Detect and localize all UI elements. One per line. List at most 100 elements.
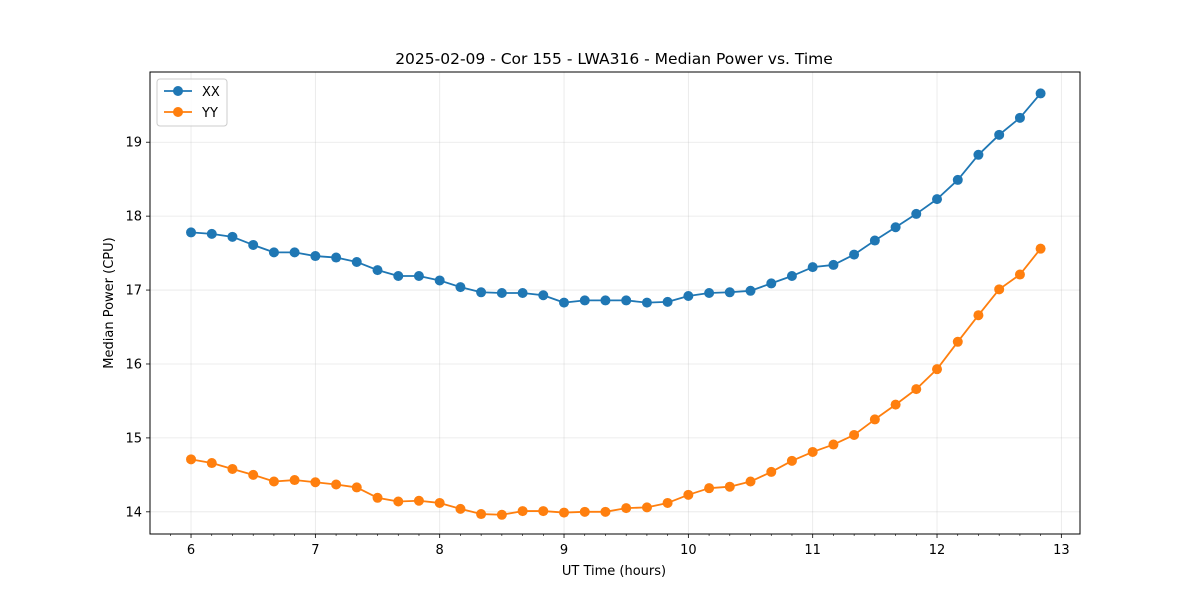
y-tick-label: 15 [125, 431, 142, 446]
data-point-xx [621, 295, 632, 306]
data-point-yy [434, 497, 445, 508]
data-point-xx [538, 290, 549, 301]
series-xx [186, 88, 1046, 308]
x-tick-label: 10 [680, 543, 697, 558]
data-point-yy [393, 496, 404, 507]
data-point-xx [496, 288, 507, 299]
legend-label-yy: YY [201, 106, 218, 121]
data-point-yy [496, 509, 507, 520]
data-point-xx [683, 290, 694, 301]
data-point-yy [890, 399, 901, 410]
data-point-xx [413, 271, 424, 282]
data-point-xx [973, 149, 984, 160]
data-point-yy [952, 336, 963, 347]
x-tick-label: 12 [929, 543, 946, 558]
data-point-yy [724, 481, 735, 492]
data-point-xx [517, 288, 528, 299]
data-point-xx [724, 287, 735, 298]
data-point-yy [766, 466, 777, 477]
chart-title: 2025-02-09 - Cor 155 - LWA316 - Median P… [395, 50, 833, 68]
legend-label-xx: XX [202, 85, 220, 100]
data-point-yy [849, 429, 860, 440]
data-point-xx [704, 288, 715, 299]
data-point-yy [206, 458, 217, 469]
data-point-xx [994, 129, 1005, 140]
data-point-xx [1035, 88, 1046, 99]
data-point-xx [579, 295, 590, 306]
data-point-xx [289, 247, 300, 258]
data-point-xx [662, 296, 673, 307]
data-point-xx [932, 194, 943, 205]
data-point-xx [372, 265, 383, 276]
data-point-xx [455, 282, 466, 293]
data-point-yy [621, 503, 632, 514]
data-point-yy [828, 439, 839, 450]
data-point-xx [206, 228, 217, 239]
data-point-xx [351, 256, 362, 267]
data-point-yy [683, 489, 694, 500]
data-point-yy [994, 284, 1005, 295]
data-point-xx [766, 278, 777, 289]
grid [150, 72, 1080, 534]
data-point-xx [807, 262, 818, 273]
data-point-xx [849, 249, 860, 260]
data-point-xx [248, 239, 259, 250]
data-point-yy [1035, 243, 1046, 254]
data-point-yy [786, 455, 797, 466]
data-point-yy [310, 477, 321, 488]
x-tick-label: 8 [436, 543, 444, 558]
x-tick-label: 9 [560, 543, 568, 558]
data-point-yy [745, 476, 756, 487]
data-point-xx [227, 231, 238, 242]
data-point-xx [890, 222, 901, 233]
data-point-xx [641, 297, 652, 308]
data-point-xx [911, 208, 922, 219]
x-tick-label: 11 [804, 543, 821, 558]
data-point-yy [186, 454, 197, 465]
data-point-yy [331, 479, 342, 490]
axes: 6 7 8 9 10 11 12 13 14 15 16 17 18 19 [125, 136, 1069, 558]
data-point-yy [351, 482, 362, 493]
data-point-yy [973, 310, 984, 321]
data-point-xx [952, 174, 963, 185]
x-tick-label: 7 [311, 543, 319, 558]
data-point-xx [393, 271, 404, 282]
series-yy [186, 243, 1046, 520]
data-point-yy [227, 463, 238, 474]
data-point-xx [745, 285, 756, 296]
plot-frame [149, 71, 1081, 535]
data-point-xx [559, 297, 570, 308]
data-point-xx [186, 227, 197, 238]
y-tick-label: 18 [125, 210, 142, 225]
legend: XX YY [156, 78, 228, 127]
data-point-xx [786, 271, 797, 282]
legend-marker-yy [173, 107, 183, 117]
data-point-xx [310, 251, 321, 262]
data-point-xx [476, 287, 487, 298]
data-point-yy [372, 492, 383, 503]
data-point-yy [517, 506, 528, 517]
data-point-yy [869, 414, 880, 425]
data-point-yy [268, 476, 279, 487]
data-point-xx [331, 252, 342, 263]
data-point-xx [434, 275, 445, 286]
data-point-yy [579, 506, 590, 517]
data-point-xx [600, 295, 611, 306]
data-point-yy [289, 475, 300, 486]
x-axis-label: UT Time (hours) [562, 564, 666, 579]
data-point-yy [662, 497, 673, 508]
legend-marker-xx [173, 86, 183, 96]
data-point-xx [869, 235, 880, 246]
data-point-xx [828, 259, 839, 270]
data-point-yy [1014, 269, 1025, 280]
x-tick-label: 13 [1053, 543, 1070, 558]
y-axis-label: Median Power (CPU) [102, 237, 117, 368]
data-point-yy [641, 502, 652, 513]
data-point-yy [600, 506, 611, 517]
data-point-yy [911, 384, 922, 395]
data-point-yy [807, 446, 818, 457]
series-layer [186, 88, 1046, 520]
data-point-yy [559, 507, 570, 518]
y-tick-label: 16 [125, 357, 142, 372]
